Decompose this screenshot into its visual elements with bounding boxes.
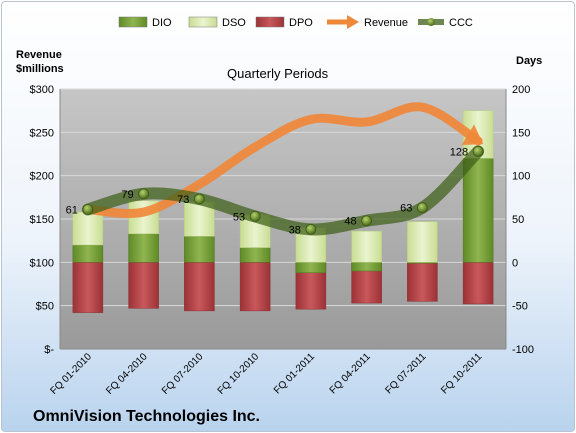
right-tick-label: 200 bbox=[512, 84, 530, 96]
x-tick-label: FQ 10-2011 bbox=[439, 351, 484, 396]
left-axis-title-line1: Revenue bbox=[16, 49, 62, 61]
x-tick-label: FQ 04-2010 bbox=[104, 351, 150, 397]
dio-bar bbox=[295, 262, 327, 273]
x-tick-label: FQ 01-2010 bbox=[48, 351, 94, 397]
ccc-data-label: 73 bbox=[177, 194, 189, 206]
ccc-data-label: 38 bbox=[289, 224, 301, 236]
dso-bar bbox=[407, 221, 438, 263]
ccc-data-label: 61 bbox=[66, 204, 78, 216]
legend-dot-icon bbox=[427, 18, 435, 26]
legend-label: CCC bbox=[449, 17, 473, 29]
x-tick-label: FQ 01-2011 bbox=[272, 351, 317, 396]
right-axis-title: Days bbox=[516, 55, 543, 67]
dio-bar bbox=[351, 262, 382, 272]
dso-bar bbox=[72, 211, 104, 246]
legend: DIO DSO DPO Revenue CCC bbox=[118, 15, 473, 29]
left-tick-label: $150 bbox=[30, 214, 54, 226]
ccc-data-label: 63 bbox=[400, 203, 412, 215]
revenue-series bbox=[83, 102, 484, 218]
legend-swatch bbox=[188, 16, 218, 28]
legend-label: Revenue bbox=[364, 17, 408, 29]
ccc-point bbox=[193, 193, 205, 205]
left-tick-label: $50 bbox=[36, 301, 54, 313]
left-axis-title-line2: $millions bbox=[16, 63, 64, 75]
legend-arrow-icon bbox=[347, 15, 359, 29]
left-tick-label: $200 bbox=[30, 171, 54, 183]
dpo-bar bbox=[128, 262, 159, 309]
chart-title: Quarterly Periods bbox=[227, 66, 329, 81]
dpo-bar bbox=[239, 262, 271, 312]
legend-item-dso: DSO bbox=[188, 16, 246, 29]
legend-item-dpo: DPO bbox=[255, 16, 313, 29]
ccc-data-label: 128 bbox=[450, 146, 468, 158]
ccc-point bbox=[416, 202, 428, 214]
ccc-point bbox=[138, 188, 150, 200]
dio-bar bbox=[128, 233, 159, 263]
dpo-bar bbox=[407, 262, 438, 302]
company-name: OmniVision Technologies Inc. bbox=[33, 408, 260, 425]
revenue-line bbox=[83, 102, 483, 218]
right-tick-label: -100 bbox=[512, 344, 534, 356]
right-tick-label: 150 bbox=[512, 127, 530, 139]
left-tick-label: $300 bbox=[30, 84, 54, 96]
ccc-point bbox=[472, 145, 484, 157]
left-tick-label: $250 bbox=[30, 127, 54, 139]
bars bbox=[72, 110, 494, 313]
ccc-point bbox=[82, 204, 94, 215]
ccc-point bbox=[361, 215, 373, 227]
right-tick-label: 50 bbox=[512, 214, 524, 226]
dio-bar bbox=[239, 247, 271, 263]
ccc-data-label: 53 bbox=[233, 211, 245, 223]
revenue-arrowhead bbox=[461, 124, 484, 146]
right-tick-label: -50 bbox=[512, 301, 528, 313]
x-tick-label: FQ 07-2011 bbox=[384, 351, 429, 396]
legend-item-dio: DIO bbox=[118, 16, 172, 29]
dpo-bar bbox=[72, 262, 104, 313]
dio-bar bbox=[72, 244, 104, 263]
ccc-data-label: 79 bbox=[121, 189, 133, 201]
left-tick-label: $- bbox=[44, 344, 54, 356]
left-axis-title: Revenue $millions bbox=[16, 48, 64, 76]
legend-swatch bbox=[118, 16, 148, 28]
dso-bar bbox=[351, 230, 382, 263]
legend-label: DIO bbox=[152, 17, 172, 29]
legend-label: DSO bbox=[222, 17, 246, 29]
right-tick-label: 0 bbox=[512, 257, 518, 269]
left-tick-label: $100 bbox=[30, 257, 54, 269]
legend-swatch bbox=[255, 16, 285, 28]
right-tick-label: 100 bbox=[512, 171, 530, 183]
ccc-series: 61 79 73 53 38 48 63 128 bbox=[66, 145, 485, 236]
legend-item-revenue: Revenue bbox=[327, 15, 408, 29]
dpo-bar bbox=[462, 262, 494, 305]
ccc-point bbox=[249, 210, 261, 222]
dio-bar bbox=[184, 236, 215, 263]
dpo-bar bbox=[184, 262, 215, 312]
x-tick-label: FQ 07-2010 bbox=[160, 351, 206, 397]
ccc-point bbox=[305, 223, 317, 235]
legend-label: DPO bbox=[289, 17, 313, 29]
ccc-data-label: 48 bbox=[344, 216, 356, 228]
dio-bar bbox=[462, 158, 494, 263]
x-tick-label: FQ 10-2010 bbox=[216, 351, 262, 397]
legend-item-ccc: CCC bbox=[418, 17, 473, 29]
x-tick-label: FQ 04-2011 bbox=[328, 351, 373, 396]
